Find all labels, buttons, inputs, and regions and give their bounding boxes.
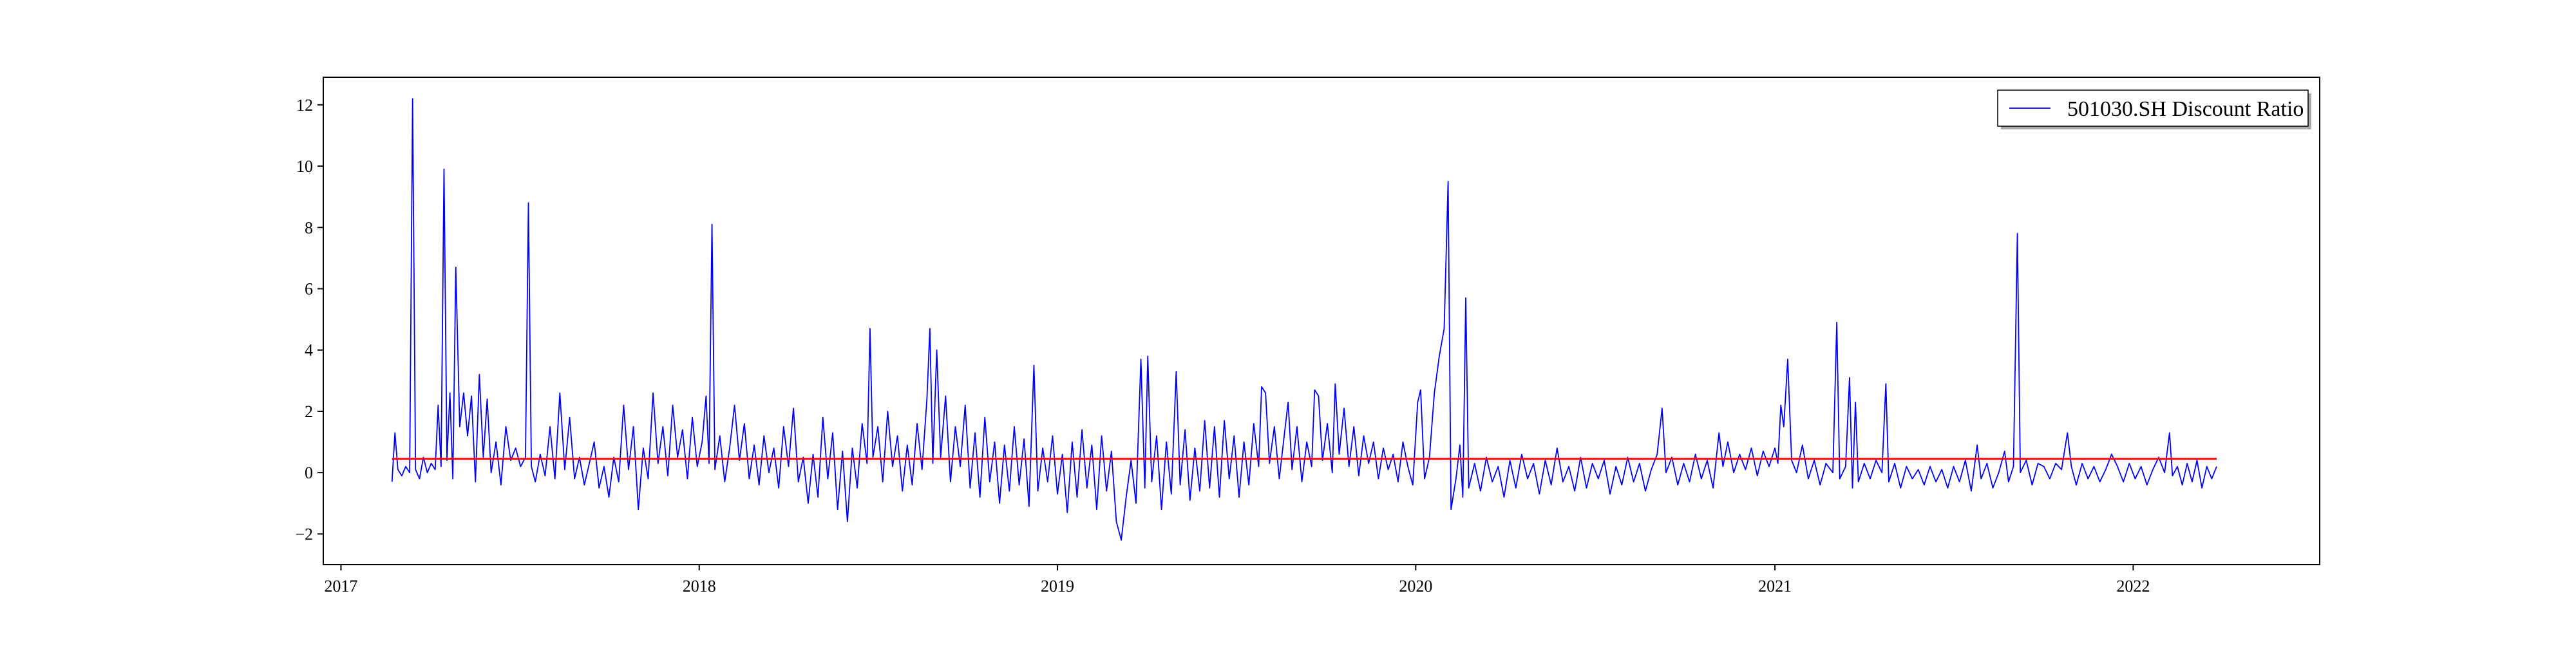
- y-tick-label: 2: [305, 402, 313, 421]
- y-tick-label: 0: [305, 464, 313, 482]
- y-tick-label: 12: [296, 96, 313, 115]
- x-axis: 2017 2018 2019 2020 2021 2022: [324, 565, 2150, 595]
- y-tick-label: 4: [305, 341, 313, 360]
- series-layer: [391, 98, 2217, 541]
- y-axis: −2 0 2 4 6 8 10 12: [295, 96, 323, 543]
- axes-frame: [323, 77, 2320, 565]
- series-line-discount-ratio: [391, 98, 2217, 541]
- x-tick-label: 2019: [1041, 577, 1074, 595]
- y-tick-label: 6: [305, 280, 313, 299]
- y-tick-label: 10: [296, 157, 313, 176]
- legend-label: 501030.SH Discount Ratio: [2067, 97, 2304, 121]
- x-tick-label: 2022: [2116, 577, 2150, 595]
- x-tick-label: 2020: [1399, 577, 1432, 595]
- plot-area: [391, 98, 2217, 541]
- x-tick-label: 2021: [1758, 577, 1792, 595]
- y-tick-label: −2: [295, 525, 313, 543]
- y-tick-label: 8: [305, 218, 313, 237]
- legend: 501030.SH Discount Ratio: [1997, 89, 2311, 129]
- x-tick-label: 2017: [324, 577, 357, 595]
- x-tick-label: 2018: [683, 577, 716, 595]
